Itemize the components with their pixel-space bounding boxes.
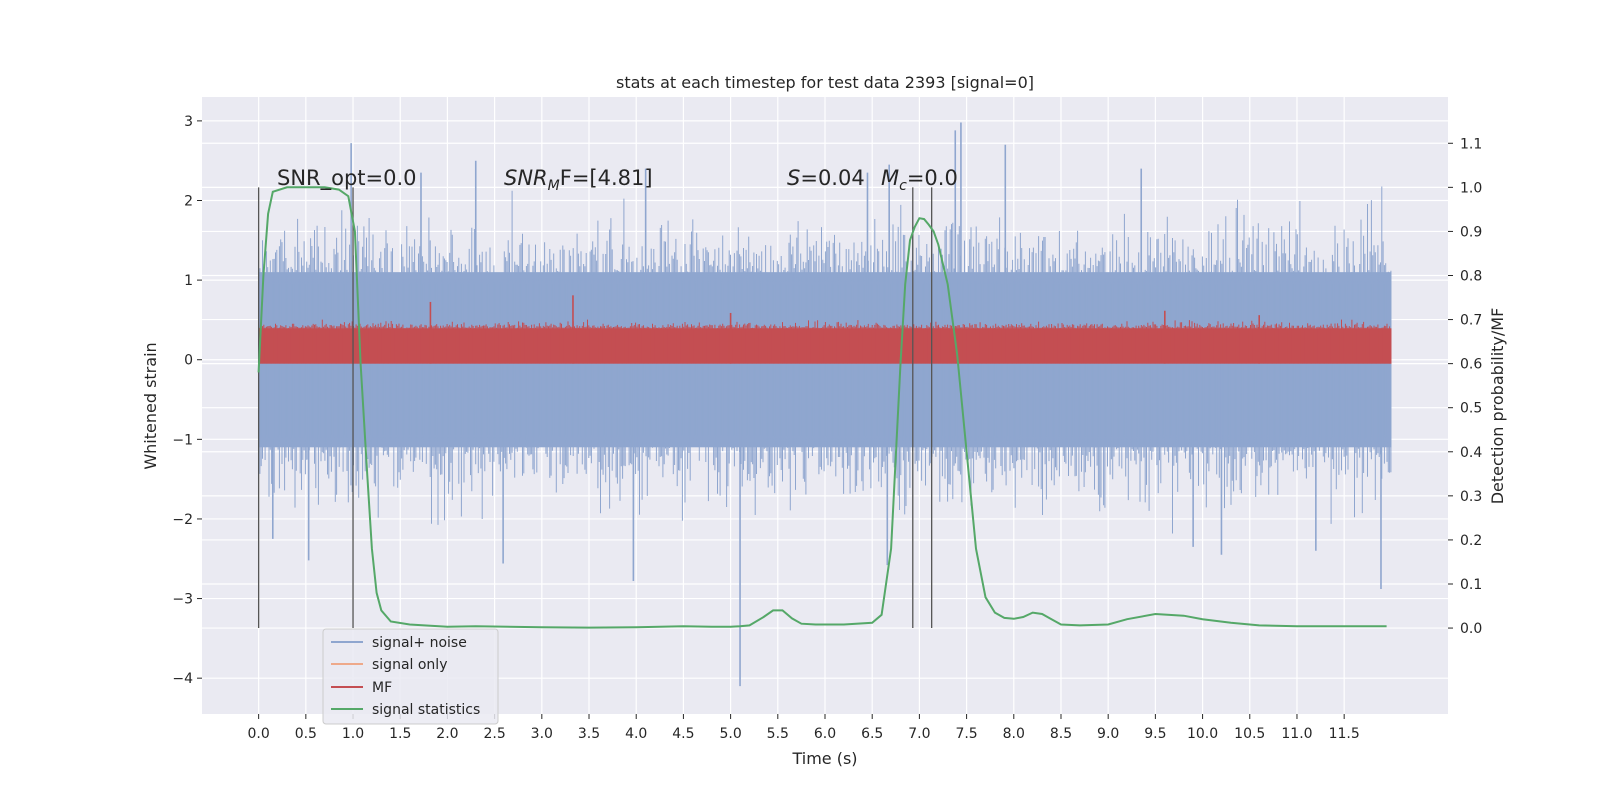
signal-statistics-line (257, 186, 1387, 629)
x-tick-label: 1.5 (389, 726, 411, 742)
x-tick-label: 9.0 (1097, 726, 1119, 742)
legend-box (322, 628, 499, 725)
x-tick-label: 2.5 (483, 726, 505, 742)
x-tick-label: 11.0 (1281, 726, 1312, 742)
y-tick-label: 0 (184, 353, 193, 369)
y2-tick-label: 0.9 (1460, 224, 1482, 240)
y-tick-label: −4 (172, 671, 193, 687)
y-tick-label: −1 (172, 432, 193, 448)
y-tick-label: 3 (184, 114, 193, 130)
x-tick-label: 2.0 (436, 726, 458, 742)
legend-label-mf: MF (372, 680, 392, 696)
y2-tick-label: 1.0 (1460, 180, 1482, 196)
y2-axis-label: Detection probability/MF (1488, 308, 1507, 505)
x-tick-label: 8.5 (1050, 726, 1072, 742)
chart-title: stats at each timestep for test data 239… (616, 73, 1034, 92)
y2-tick-label: 0.0 (1460, 621, 1482, 637)
legend-label-signal-noise: signal+ noise (372, 635, 467, 651)
x-tick-label: 11.5 (1329, 726, 1360, 742)
mc-subscript: c (899, 178, 907, 194)
x-tick-label: 3.0 (531, 726, 553, 742)
annotations: SNR_opt=0.0 SNRMF=[4.81] S=0.04 Mc=0.0 (277, 166, 958, 194)
y2-tick-label: 1.1 (1460, 136, 1482, 152)
x-tick-label: 7.0 (908, 726, 930, 742)
x-tick-label: 6.5 (861, 726, 883, 742)
x-tick-label: 5.5 (767, 726, 789, 742)
snr-opt-annotation: SNR_opt=0.0 (277, 166, 417, 191)
axis-ticks: 0.0 0.5 1.0 1.5 2.0 2.5 3.0 3.5 4.0 4.5 5.0 5.5 6.0 6… (172, 114, 1482, 742)
x-tick-label: 4.5 (672, 726, 694, 742)
snr-mf-annotation: SNRMF=[4.81] (504, 166, 653, 194)
x-tick-label: 5.0 (719, 726, 741, 742)
y2-tick-label: 0.4 (1460, 445, 1482, 461)
legend: signal+ noise signal only MF signal stat… (322, 628, 499, 725)
s-value: =0.04 (800, 166, 864, 190)
y-tick-label: −2 (172, 512, 193, 528)
y2-tick-label: 0.7 (1460, 313, 1482, 329)
y2-tick-label: 0.1 (1460, 577, 1482, 593)
mc-annotation: Mc=0.0 (881, 166, 958, 194)
vertical-markers (257, 187, 933, 629)
x-tick-label: 7.5 (955, 726, 977, 742)
x-tick-label: 1.0 (342, 726, 364, 742)
x-tick-label: 0.0 (248, 726, 270, 742)
snr-mf-rest: F=[4.81] (560, 166, 653, 190)
x-tick-label: 6.0 (814, 726, 836, 742)
x-tick-label: 8.0 (1003, 726, 1025, 742)
x-tick-label: 10.5 (1234, 726, 1265, 742)
snr-mf-main: SNR (504, 166, 548, 190)
legend-label-signal-only: signal only (372, 657, 447, 673)
y2-tick-label: 0.5 (1460, 401, 1482, 417)
y-axis-label: Whitened strain (141, 342, 160, 469)
y-tick-label: 1 (184, 273, 193, 289)
x-tick-label: 9.5 (1144, 726, 1166, 742)
mc-value: =0.0 (907, 166, 958, 190)
mf-series (258, 295, 1392, 364)
legend-label-signal-statistics: signal statistics (372, 702, 480, 718)
snr-mf-subscript: M (548, 178, 560, 194)
x-tick-label: 10.0 (1187, 726, 1218, 742)
x-tick-label: 4.0 (625, 726, 647, 742)
y2-tick-label: 0.6 (1460, 357, 1482, 373)
s-letter: S (787, 166, 800, 190)
y2-tick-label: 0.8 (1460, 268, 1482, 284)
x-axis-label: Time (s) (791, 749, 857, 768)
y2-tick-label: 0.2 (1460, 533, 1482, 549)
y2-tick-label: 0.3 (1460, 489, 1482, 505)
mc-letter: M (881, 166, 899, 190)
x-tick-label: 0.5 (295, 726, 317, 742)
s-annotation: S=0.04 (787, 166, 865, 190)
y-tick-label: −3 (172, 592, 193, 608)
y-tick-label: 2 (184, 193, 193, 209)
x-tick-label: 3.5 (578, 726, 600, 742)
signal-statistics-series (257, 186, 1387, 629)
